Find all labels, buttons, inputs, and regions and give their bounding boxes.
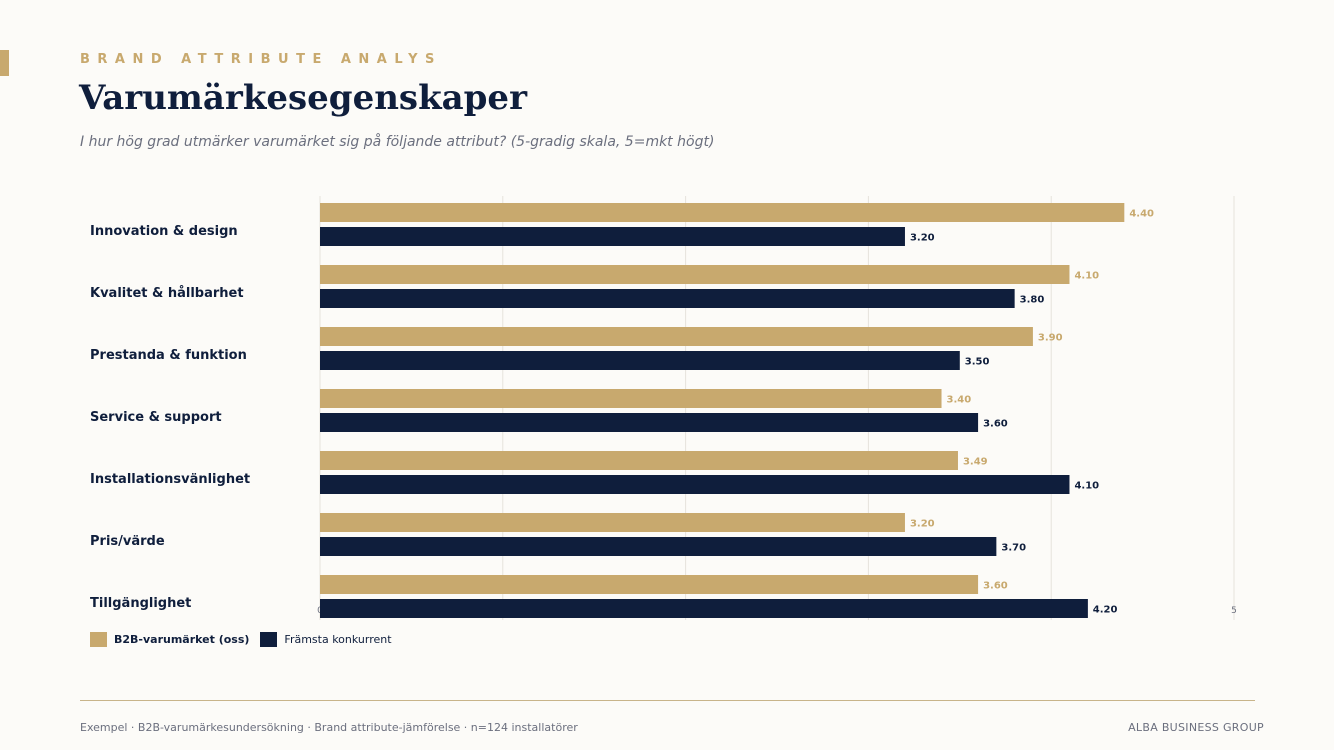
- category-label: Prestanda & funktion: [90, 348, 247, 363]
- legend-label-ours: B2B-varumärket (oss): [114, 633, 250, 646]
- value-label-ours: 4.10: [1074, 271, 1099, 282]
- value-label-ours: 3.60: [983, 581, 1008, 592]
- value-label-ours: 4.40: [1129, 209, 1154, 220]
- value-label-competitor: 3.70: [1001, 543, 1026, 554]
- category-label: Kvalitet & hållbarhet: [90, 286, 244, 301]
- page-title: Varumärkesegenskaper: [79, 78, 527, 118]
- value-label-competitor: 3.60: [983, 419, 1008, 430]
- accent-bar: [0, 50, 9, 76]
- legend-item-competitor: Främsta konkurrent: [260, 632, 392, 647]
- value-label-ours: 3.20: [910, 519, 935, 530]
- value-label-competitor: 4.20: [1093, 605, 1118, 616]
- legend-swatch-competitor: [260, 632, 278, 647]
- x-tick-label: 5: [1231, 606, 1237, 616]
- bar-ours: [320, 513, 905, 532]
- bar-competitor: [320, 537, 997, 556]
- eyebrow-label: BRAND ATTRIBUTE ANALYS: [80, 52, 442, 67]
- legend-item-ours: B2B-varumärket (oss): [90, 632, 249, 647]
- bar-ours: [320, 265, 1070, 284]
- bar-ours: [320, 203, 1125, 222]
- category-label: Tillgänglighet: [90, 596, 191, 611]
- value-label-competitor: 3.80: [1020, 295, 1045, 306]
- bar-competitor: [320, 227, 905, 246]
- bar-competitor: [320, 289, 1015, 308]
- value-label-ours: 3.49: [963, 457, 988, 468]
- footer-divider: [80, 700, 1255, 701]
- footer-note: Exempel · B2B-varumärkesundersökning · B…: [80, 721, 578, 734]
- bar-competitor-overlay: [320, 599, 1088, 618]
- chart-legend: B2B-varumärket (oss) Främsta konkurrent: [90, 632, 403, 647]
- bar-competitor: [320, 351, 960, 370]
- value-label-competitor: 3.20: [910, 233, 935, 244]
- legend-swatch-ours: [90, 632, 107, 647]
- bar-ours: [320, 451, 958, 470]
- bar-competitor: [320, 413, 979, 432]
- value-label-ours: 3.90: [1038, 333, 1063, 344]
- value-label-ours: 3.40: [947, 395, 972, 406]
- value-label-competitor: 4.10: [1074, 481, 1099, 492]
- bar-ours: [320, 575, 979, 594]
- legend-label-competitor: Främsta konkurrent: [284, 633, 392, 646]
- category-label: Innovation & design: [90, 224, 238, 239]
- footer-brand: ALBA BUSINESS GROUP: [1128, 721, 1264, 734]
- category-label: Pris/värde: [90, 534, 165, 549]
- category-label: Installationsvänlighet: [90, 472, 250, 487]
- page-subtitle: I hur hög grad utmärker varumärket sig p…: [80, 134, 715, 150]
- category-label: Service & support: [90, 410, 222, 425]
- bar-ours: [320, 389, 942, 408]
- bar-competitor: [320, 475, 1070, 494]
- bar-ours: [320, 327, 1033, 346]
- value-label-competitor: 3.50: [965, 357, 990, 368]
